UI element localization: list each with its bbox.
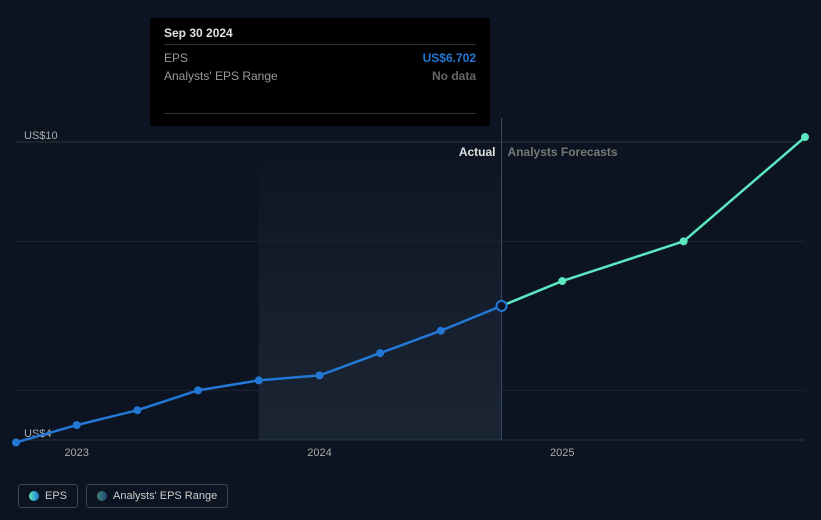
data-point[interactable] [133,406,141,414]
legend-swatch [97,491,107,501]
data-point[interactable] [255,376,263,384]
chart-tooltip: Sep 30 2024 EPS US$6.702 Analysts' EPS Ran… [150,18,490,126]
data-point[interactable] [73,421,81,429]
x-axis-label: 2025 [550,447,574,459]
y-axis-label: US$10 [24,130,58,142]
legend-swatch [29,491,39,501]
data-point[interactable] [680,237,688,245]
tooltip-row-label: EPS [164,51,188,65]
actual-region-label: Actual [459,145,496,159]
data-point[interactable] [558,277,566,285]
chart-legend: EPS Analysts' EPS Range [18,484,228,508]
data-point[interactable] [437,327,445,335]
data-point[interactable] [315,371,323,379]
tooltip-date: Sep 30 2024 [164,26,476,40]
tooltip-row-value: No data [432,69,476,83]
tooltip-row: EPS US$6.702 [164,49,476,67]
eps-chart: US$4US$10202320242025ActualAnalysts Fore… [0,0,821,520]
x-axis-label: 2023 [64,447,88,459]
legend-item[interactable]: Analysts' EPS Range [86,484,228,508]
tooltip-divider-top [164,44,476,45]
data-point[interactable] [801,133,809,141]
data-point[interactable] [376,349,384,357]
highlighted-data-point[interactable] [497,301,507,311]
tooltip-divider-bottom [164,113,476,114]
tooltip-row-value: US$6.702 [423,51,476,65]
legend-label: Analysts' EPS Range [113,490,217,502]
tooltip-rows: EPS US$6.702 Analysts' EPS Range No data [164,49,476,85]
data-point[interactable] [194,386,202,394]
tooltip-row-label: Analysts' EPS Range [164,69,278,83]
legend-item[interactable]: EPS [18,484,78,508]
data-point[interactable] [12,438,20,446]
legend-label: EPS [45,490,67,502]
x-axis-label: 2024 [307,447,331,459]
forecast-region-label: Analysts Forecasts [508,145,618,159]
tooltip-row: Analysts' EPS Range No data [164,67,476,85]
